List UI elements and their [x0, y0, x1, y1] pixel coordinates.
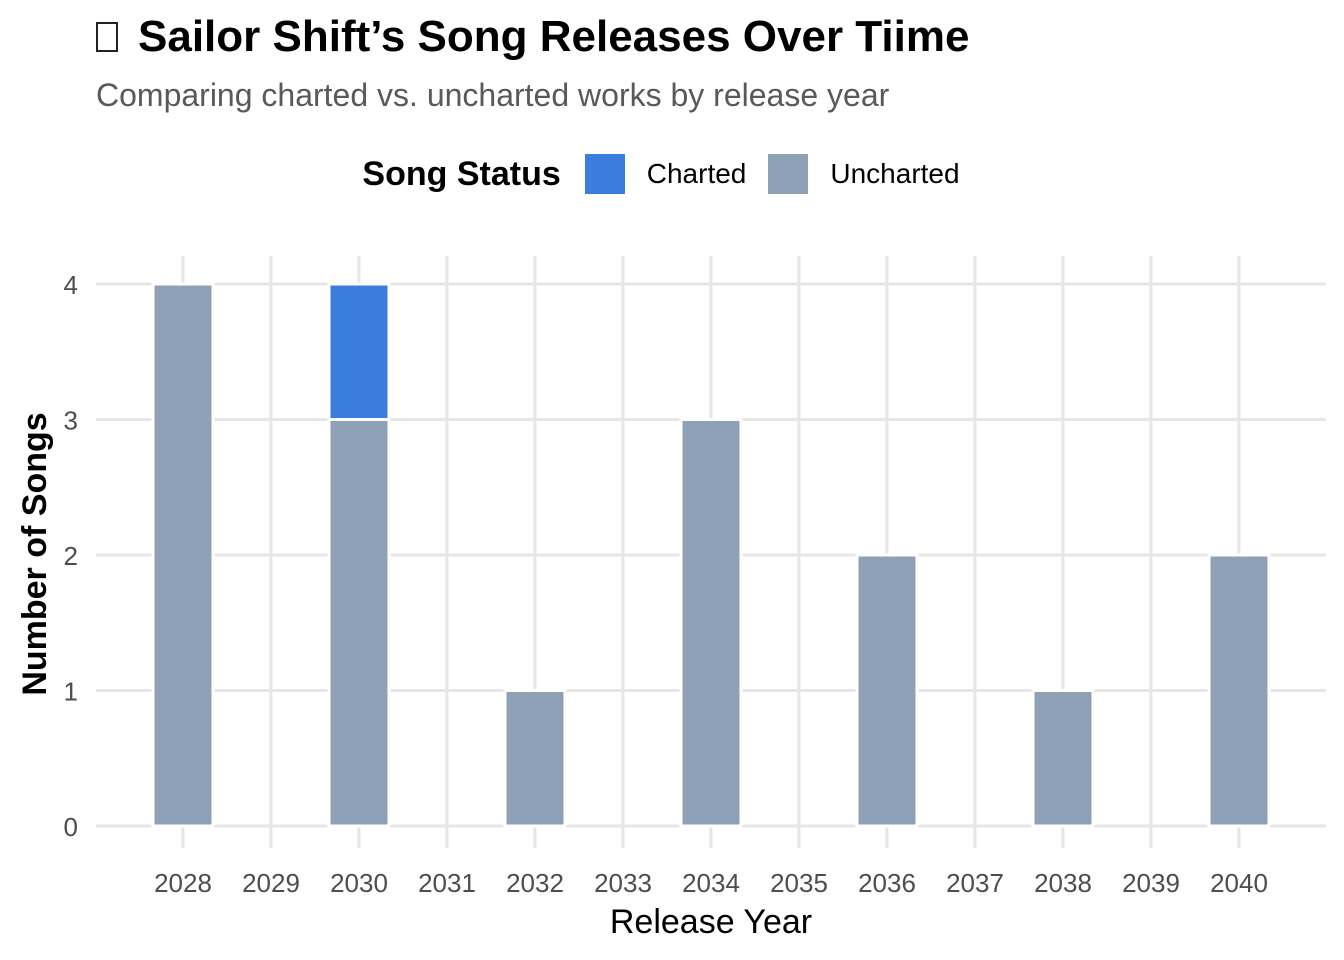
x-tick-label: 2037: [946, 868, 1004, 898]
placeholder-glyph-icon: [96, 22, 118, 52]
legend-item-uncharted: Uncharted: [768, 154, 960, 194]
y-tick-label: 1: [64, 677, 78, 707]
x-tick-label: 2038: [1034, 868, 1092, 898]
x-tick-label: 2034: [682, 868, 740, 898]
y-tick-label: 2: [64, 541, 78, 571]
x-tick-label: 2039: [1122, 868, 1180, 898]
bar-uncharted-2030: [327, 418, 391, 828]
y-tick-label: 3: [64, 406, 78, 436]
chart-title: Sailor Shift’s Song Releases Over Tiime: [138, 12, 970, 61]
bar-uncharted-2028: [151, 282, 215, 828]
x-tick-label: 2028: [154, 868, 212, 898]
x-tick-label: 2036: [858, 868, 916, 898]
legend-label-charted: Charted: [646, 158, 747, 189]
x-tick-label: 2030: [330, 868, 388, 898]
bar-uncharted-2032: [503, 689, 567, 828]
legend-item-charted: Charted: [584, 154, 747, 194]
bar-uncharted-2038: [1031, 689, 1095, 828]
x-tick-label: 2040: [1210, 868, 1268, 898]
x-tick-label: 2033: [594, 868, 652, 898]
x-tick-label: 2035: [770, 868, 828, 898]
y-tick-label: 4: [64, 270, 78, 300]
bar-uncharted-2034: [679, 418, 743, 828]
legend-swatch-charted: [584, 154, 625, 194]
legend-swatch-uncharted: [768, 154, 809, 194]
chart-subtitle: Comparing charted vs. uncharted works by…: [96, 77, 890, 113]
legend: Song Status Charted Uncharted: [0, 154, 1344, 194]
bar-uncharted-2036: [855, 553, 919, 828]
title-row: Sailor Shift’s Song Releases Over Tiime: [96, 12, 969, 62]
bar-uncharted-2040: [1207, 553, 1271, 828]
legend-title: Song Status: [362, 154, 561, 193]
x-tick-label: 2031: [418, 868, 476, 898]
x-axis-title: Release Year: [610, 903, 812, 941]
x-tick-label: 2032: [506, 868, 564, 898]
legend-label-uncharted: Uncharted: [830, 158, 960, 189]
bar-charted-2030: [327, 282, 391, 421]
x-tick-label: 2029: [242, 868, 300, 898]
y-tick-label: 0: [64, 812, 78, 842]
y-axis-title: Number of Songs: [16, 412, 54, 695]
